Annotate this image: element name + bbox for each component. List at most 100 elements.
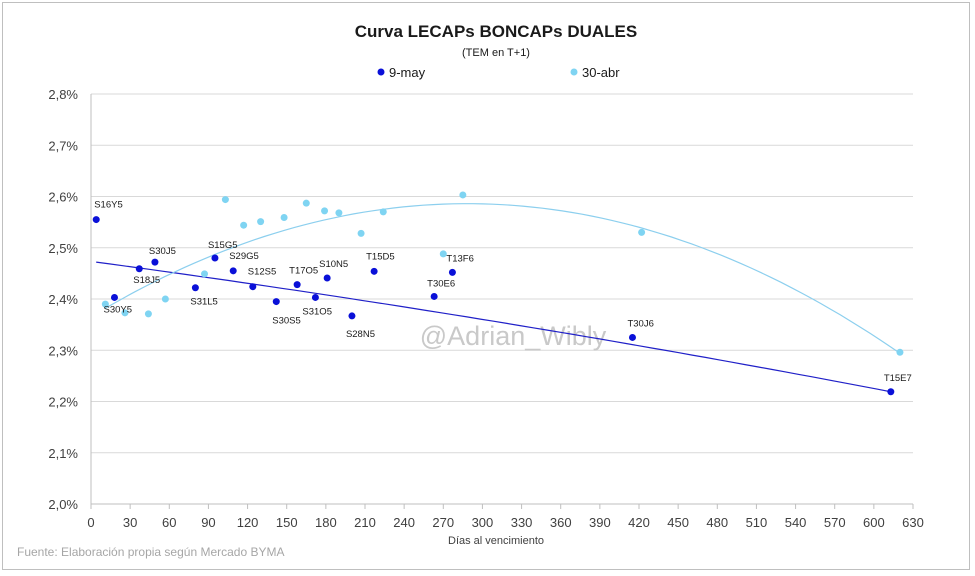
x-tick-label: 570 — [824, 515, 846, 530]
x-tick-label: 600 — [863, 515, 885, 530]
data-label: T30J6 — [627, 318, 653, 329]
chart-subtitle: (TEM en T+1) — [462, 47, 530, 59]
x-tick-label: 150 — [276, 515, 298, 530]
trendline-9-may — [96, 261, 891, 393]
data-point-30-abr — [221, 196, 229, 204]
data-point-9-may — [323, 274, 331, 282]
data-point-9-may — [135, 265, 143, 273]
data-label: S18J5 — [133, 275, 160, 286]
x-tick-label: 480 — [706, 515, 728, 530]
data-point-9-may — [151, 258, 159, 266]
legend-label-9-may: 9-may — [389, 65, 426, 80]
data-label: S31L5 — [190, 297, 217, 308]
data-point-9-may — [430, 292, 438, 300]
x-tick-label: 300 — [472, 515, 494, 530]
y-tick-label: 2,4% — [48, 292, 78, 307]
legend-marker-9-may — [377, 68, 385, 76]
x-tick-label: 270 — [432, 515, 454, 530]
x-tick-label: 240 — [393, 515, 415, 530]
data-point-9-may — [293, 281, 301, 289]
x-axis-title: Días al vencimiento — [448, 535, 544, 547]
x-tick-label: 90 — [201, 515, 215, 530]
data-point-30-abr — [638, 228, 646, 236]
x-tick-label: 540 — [785, 515, 807, 530]
data-point-9-may — [229, 267, 237, 275]
data-point-30-abr — [121, 309, 129, 317]
data-point-30-abr — [379, 208, 387, 216]
data-label: S15G5 — [208, 240, 238, 251]
x-tick-label: 60 — [162, 515, 176, 530]
x-tick-labels: 0 30 60 90 120 150 180 210 240 270 300 330 360 390 420… — [87, 515, 923, 530]
data-label: T13F6 — [446, 253, 473, 264]
data-point-30-abr — [896, 348, 904, 356]
chart-svg: Curva LECAPs BONCAPs DUALES (TEM en T+1)… — [17, 22, 924, 559]
data-label: S10N5 — [319, 259, 348, 270]
data-point-30-abr — [280, 214, 288, 222]
data-point-9-may — [92, 216, 100, 224]
gridlines — [91, 93, 913, 454]
x-tick-label: 360 — [550, 515, 572, 530]
data-label: S29G5 — [229, 251, 259, 262]
x-tick-label: 120 — [237, 515, 259, 530]
data-point-30-abr — [101, 300, 109, 308]
y-tick-label: 2,0% — [48, 497, 78, 512]
data-point-9-may — [272, 298, 280, 306]
y-tick-label: 2,8% — [48, 87, 78, 102]
data-label: T15E7 — [884, 373, 912, 384]
data-point-30-abr — [161, 295, 169, 303]
trendline-30-abr — [105, 203, 901, 354]
x-tick-label: 450 — [667, 515, 689, 530]
data-label: S16Y5 — [94, 200, 123, 211]
data-label: S31O5 — [302, 306, 332, 317]
data-point-9-may — [448, 268, 456, 276]
x-tick-label: 30 — [123, 515, 137, 530]
data-point-30-abr — [459, 191, 467, 199]
watermark-annotation: @Adrian_Wibly — [420, 321, 607, 351]
y-tick-label: 2,7% — [48, 138, 78, 153]
data-point-9-may — [887, 388, 895, 396]
source-note: Fuente: Elaboración propia según Mercado… — [17, 545, 285, 559]
data-point-30-abr — [201, 270, 209, 278]
data-points — [92, 191, 904, 396]
data-point-30-abr — [439, 250, 447, 258]
x-tick-label: 180 — [315, 515, 337, 530]
data-point-9-may — [311, 293, 319, 301]
x-tick-label: 420 — [628, 515, 650, 530]
data-label: S28N5 — [346, 329, 375, 340]
data-label: S30S5 — [272, 316, 301, 327]
legend-marker-30-abr — [570, 68, 578, 76]
y-tick-labels: 2,0% 2,1% 2,2% 2,3% 2,4% 2,5% 2,6% 2,7% 2,8% — [48, 87, 78, 512]
data-point-30-abr — [302, 199, 310, 207]
data-point-30-abr — [144, 310, 152, 318]
data-point-9-may — [211, 254, 219, 262]
x-tick-label: 390 — [589, 515, 611, 530]
x-tick-label: 510 — [746, 515, 768, 530]
y-tick-label: 2,1% — [48, 446, 78, 461]
data-label: S30J5 — [149, 246, 176, 257]
data-point-9-may — [370, 267, 378, 275]
data-point-9-may — [628, 333, 636, 341]
data-label: T30E6 — [427, 278, 455, 289]
x-tick-label: 330 — [511, 515, 533, 530]
data-point-9-may — [191, 284, 199, 292]
legend-label-30-abr: 30-abr — [582, 65, 620, 80]
data-point-9-may — [110, 293, 118, 301]
data-point-9-may — [249, 283, 257, 291]
data-label: S30Y5 — [103, 304, 132, 315]
data-point-9-may — [348, 312, 356, 320]
data-point-30-abr — [321, 207, 329, 215]
data-label: T17O5 — [289, 266, 318, 277]
y-tick-label: 2,3% — [48, 343, 78, 358]
data-label: S12S5 — [248, 267, 277, 278]
axes — [90, 94, 914, 509]
x-tick-label: 630 — [902, 515, 924, 530]
data-label: T15D5 — [366, 251, 395, 262]
data-point-30-abr — [335, 209, 343, 217]
y-tick-label: 2,6% — [48, 190, 78, 205]
y-tick-label: 2,2% — [48, 395, 78, 410]
chart-title: Curva LECAPs BONCAPs DUALES — [355, 22, 637, 41]
data-point-30-abr — [240, 221, 248, 229]
data-point-30-abr — [357, 229, 365, 237]
x-tick-label: 0 — [87, 515, 94, 530]
